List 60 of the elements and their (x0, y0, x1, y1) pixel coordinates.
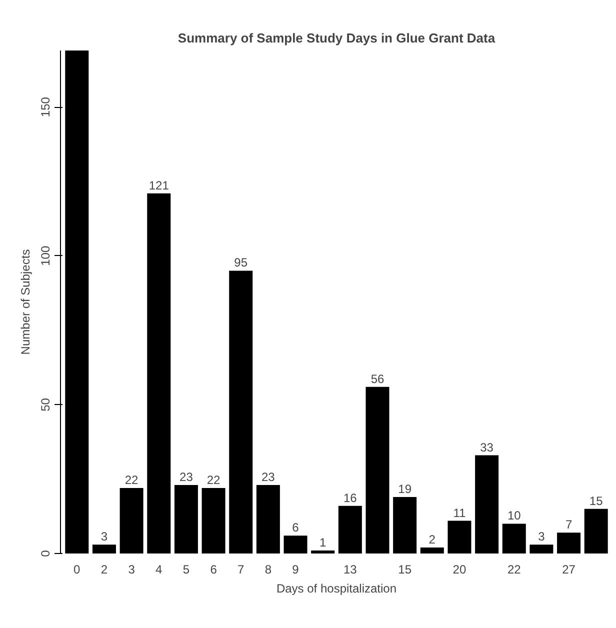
bar (530, 544, 554, 554)
x-tick-label: 13 (343, 562, 358, 576)
bar (256, 485, 280, 554)
x-tick-label: 4 (156, 562, 163, 576)
data-label: 6 (292, 520, 300, 535)
bar (448, 520, 472, 554)
x-tick-label: 22 (507, 562, 522, 576)
bar (420, 548, 444, 554)
data-label: 3 (100, 530, 108, 544)
bar (202, 488, 226, 554)
data-label: 22 (206, 473, 221, 488)
y-tick-label: 100 (38, 246, 52, 266)
bar (147, 193, 171, 554)
bar (366, 386, 390, 554)
chart-title: Summary of Sample Study Days in Glue Grant Data (178, 30, 496, 46)
x-tick-label: 7 (238, 562, 245, 576)
data-label: 11 (453, 506, 466, 520)
bar (557, 532, 581, 554)
data-label: 23 (262, 470, 276, 484)
data-label: 1 (320, 536, 326, 550)
bar (120, 488, 144, 554)
x-tick-label: 8 (264, 562, 272, 576)
data-label: 10 (507, 508, 522, 523)
y-axis-title: Number of Subjects (18, 249, 32, 355)
x-tick-label: 15 (398, 562, 412, 576)
x-tick-label: 20 (452, 562, 466, 576)
bar (584, 508, 608, 554)
data-label: 3 (538, 530, 546, 544)
x-tick-label: 6 (210, 562, 218, 576)
bar (284, 536, 308, 554)
data-label: 56 (370, 372, 384, 386)
data-label: 23 (180, 470, 194, 484)
bar (174, 485, 198, 554)
y-tick-label: 50 (38, 398, 52, 412)
data-label: 95 (234, 256, 248, 270)
data-label: 19 (398, 482, 412, 496)
x-tick-label: 5 (182, 562, 190, 576)
bar (338, 506, 362, 554)
data-label: 16 (343, 490, 358, 505)
bar (393, 496, 417, 554)
y-tick-label: 0 (38, 550, 52, 557)
x-tick-label: 27 (562, 562, 576, 576)
data-label: 15 (589, 494, 604, 508)
data-label: 22 (124, 473, 139, 488)
data-label: 2 (428, 532, 436, 547)
bar (65, 50, 89, 554)
data-label: 33 (480, 440, 494, 454)
x-tick-label: 0 (74, 562, 81, 576)
data-label: 121 (148, 178, 170, 192)
x-tick-label: 2 (100, 562, 108, 576)
bar (502, 524, 526, 554)
bar (92, 544, 116, 554)
data-label: 7 (565, 518, 572, 532)
x-tick-label: 9 (292, 562, 300, 576)
x-axis-title: Days of hospitalization (276, 582, 397, 596)
bar (229, 270, 253, 554)
bar (311, 550, 335, 554)
y-tick-label: 150 (38, 96, 52, 118)
x-tick-label: 3 (128, 562, 136, 576)
bar (475, 455, 499, 554)
